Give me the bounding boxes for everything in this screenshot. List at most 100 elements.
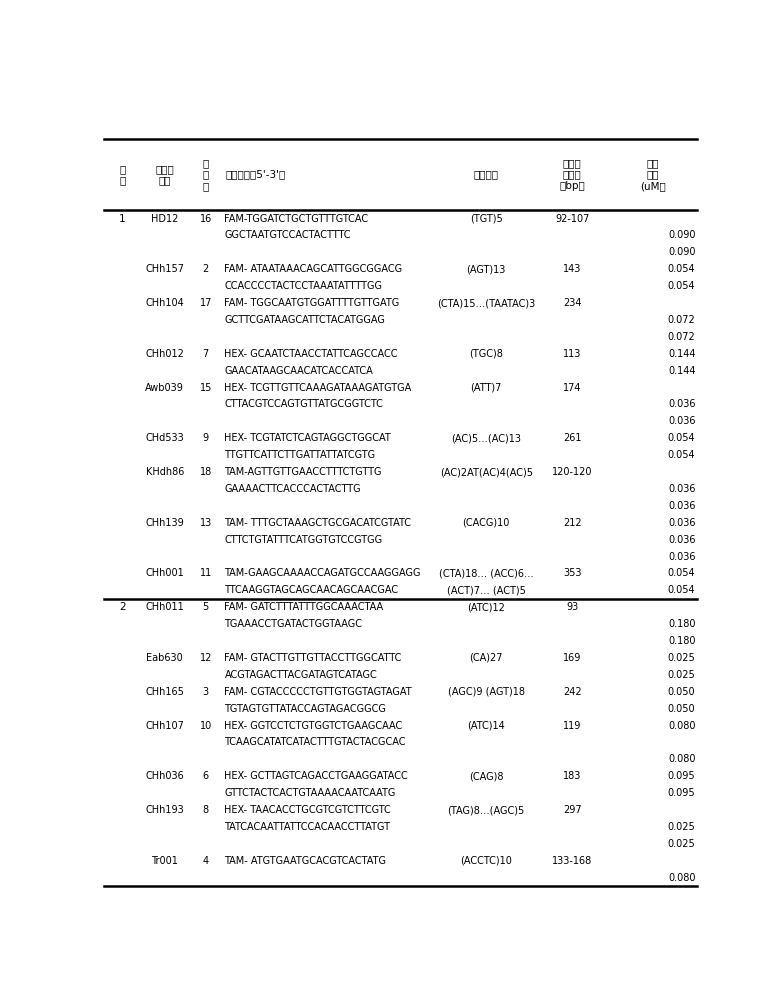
Text: FAM- TGGCAATGTGGATTTTGTTGATG: FAM- TGGCAATGTGGATTTTGTTGATG (225, 298, 400, 308)
Text: 119: 119 (563, 721, 582, 731)
Text: HEX- GCTTAGTCAGACCTGAAGGATACC: HEX- GCTTAGTCAGACCTGAAGGATACC (225, 771, 408, 781)
Text: GAACATAAGCAACATCACCATCA: GAACATAAGCAACATCACCATCA (225, 366, 373, 376)
Text: 133-168: 133-168 (552, 856, 593, 866)
Text: CTTACGTCCAGTGTTATGCGGTCTC: CTTACGTCCAGTGTTATGCGGTCTC (225, 399, 384, 409)
Text: 0.054: 0.054 (668, 585, 696, 595)
Text: (CACG)10: (CACG)10 (462, 518, 510, 528)
Text: ACGTAGACTTACGATAGTCATAGC: ACGTAGACTTACGATAGTCATAGC (225, 670, 377, 680)
Text: 0.036: 0.036 (668, 552, 696, 562)
Text: 0.095: 0.095 (668, 788, 696, 798)
Text: 0.080: 0.080 (668, 754, 696, 764)
Text: CHh001: CHh001 (145, 568, 184, 578)
Text: TAM- TTTGCTAAAGCTGCGACATCGTATC: TAM- TTTGCTAAAGCTGCGACATCGTATC (225, 518, 412, 528)
Text: Awb039: Awb039 (145, 383, 184, 393)
Text: 0.036: 0.036 (668, 399, 696, 409)
Text: 11: 11 (200, 568, 212, 578)
Text: 0.025: 0.025 (668, 653, 696, 663)
Text: 93: 93 (566, 602, 579, 612)
Text: Tr001: Tr001 (152, 856, 178, 866)
Text: KHdh86: KHdh86 (145, 467, 184, 477)
Text: 12: 12 (200, 653, 212, 663)
Text: 5: 5 (202, 602, 209, 612)
Text: 4: 4 (203, 856, 209, 866)
Text: CHh036: CHh036 (145, 771, 184, 781)
Text: TCAAGCATATCATACTTTGTACTACGCAC: TCAAGCATATCATACTTTGTACTACGCAC (225, 737, 406, 747)
Text: 0.054: 0.054 (668, 568, 696, 578)
Text: 242: 242 (563, 687, 582, 697)
Text: 微卫星
位点: 微卫星 位点 (156, 164, 174, 185)
Text: 核心序列: 核心序列 (474, 170, 499, 180)
Text: 0.054: 0.054 (668, 281, 696, 291)
Text: 234: 234 (563, 298, 582, 308)
Text: 0.090: 0.090 (668, 247, 696, 257)
Text: 0.036: 0.036 (668, 501, 696, 511)
Text: 3: 3 (203, 687, 209, 697)
Text: 6: 6 (203, 771, 209, 781)
Text: CCACCCCTACTCCTAAATATTTTGG: CCACCCCTACTCCTAAATATTTTGG (225, 281, 383, 291)
Text: FAM- ATAATAAACAGCATTGGCGGACG: FAM- ATAATAAACAGCATTGGCGGACG (225, 264, 402, 274)
Text: 0.090: 0.090 (668, 230, 696, 240)
Text: CHh139: CHh139 (145, 518, 184, 528)
Text: 0.180: 0.180 (668, 619, 696, 629)
Text: TAM-GAAGCAAAACCAGATGCCAAGGAGG: TAM-GAAGCAAAACCAGATGCCAAGGAGG (225, 568, 421, 578)
Text: TTGTTCATTCTTGATTATTATCGTG: TTGTTCATTCTTGATTATTATCGTG (225, 450, 376, 460)
Text: (ATC)14: (ATC)14 (468, 721, 505, 731)
Text: (ACCTC)10: (ACCTC)10 (461, 856, 512, 866)
Text: 连
锁
群: 连 锁 群 (202, 158, 209, 191)
Text: 18: 18 (200, 467, 212, 477)
Text: 引物序列（5'-3'）: 引物序列（5'-3'） (226, 170, 286, 180)
Text: TTCAAGGTAGCAGCAACAGCAACGAC: TTCAAGGTAGCAGCAACAGCAACGAC (225, 585, 398, 595)
Text: HEX- TCGTTGTTCAAAGATAAAGATGTGA: HEX- TCGTTGTTCAAAGATAAAGATGTGA (225, 383, 412, 393)
Text: 16: 16 (200, 214, 212, 224)
Text: HEX- TAACACCTGCGTCGTCTTCGTC: HEX- TAACACCTGCGTCGTCTTCGTC (225, 805, 391, 815)
Text: 8: 8 (203, 805, 209, 815)
Text: 9: 9 (203, 433, 209, 443)
Text: CTTCTGTATTTCATGGTGTCCGTGG: CTTCTGTATTTCATGGTGTCCGTGG (225, 535, 383, 545)
Text: (AC)2AT(AC)4(AC)5: (AC)2AT(AC)4(AC)5 (440, 467, 533, 477)
Text: 297: 297 (563, 805, 582, 815)
Text: HEX- GCAATCTAACCTATTCAGCCACC: HEX- GCAATCTAACCTATTCAGCCACC (225, 349, 398, 359)
Text: (CTA)15…(TAATAC)3: (CTA)15…(TAATAC)3 (437, 298, 535, 308)
Text: CHh011: CHh011 (145, 602, 184, 612)
Text: FAM- GATCTTTATTTGGCAAACTAA: FAM- GATCTTTATTTGGCAAACTAA (225, 602, 384, 612)
Text: CHh104: CHh104 (145, 298, 184, 308)
Text: 0.025: 0.025 (668, 822, 696, 832)
Text: CHh157: CHh157 (145, 264, 184, 274)
Text: (AGT)13: (AGT)13 (467, 264, 506, 274)
Text: 0.050: 0.050 (668, 704, 696, 714)
Text: HEX- GGTCCTCTGTGGTCTGAAGCAAC: HEX- GGTCCTCTGTGGTCTGAAGCAAC (225, 721, 403, 731)
Text: 10: 10 (200, 721, 212, 731)
Text: 183: 183 (563, 771, 582, 781)
Text: CHh107: CHh107 (145, 721, 184, 731)
Text: 引物
浓度
(uM）: 引物 浓度 (uM） (640, 158, 666, 191)
Text: 143: 143 (563, 264, 582, 274)
Text: HEX- TCGTATCTCAGTAGGCTGGCAT: HEX- TCGTATCTCAGTAGGCTGGCAT (225, 433, 391, 443)
Text: 113: 113 (563, 349, 582, 359)
Text: GAAAACTTCACCCACTACTTG: GAAAACTTCACCCACTACTTG (225, 484, 361, 494)
Text: HD12: HD12 (151, 214, 178, 224)
Text: (CA)27: (CA)27 (469, 653, 503, 663)
Text: TAM- ATGTGAATGCACGTCACTATG: TAM- ATGTGAATGCACGTCACTATG (225, 856, 387, 866)
Text: (TAG)8…(AGC)5: (TAG)8…(AGC)5 (447, 805, 525, 815)
Text: 2: 2 (119, 602, 126, 612)
Text: 0.050: 0.050 (668, 687, 696, 697)
Text: 0.080: 0.080 (668, 721, 696, 731)
Text: (AC)5…(AC)13: (AC)5…(AC)13 (451, 433, 521, 443)
Text: Eab630: Eab630 (146, 653, 183, 663)
Text: 92-107: 92-107 (555, 214, 590, 224)
Text: 0.036: 0.036 (668, 518, 696, 528)
Text: 0.036: 0.036 (668, 484, 696, 494)
Text: 0.144: 0.144 (668, 366, 696, 376)
Text: 0.095: 0.095 (668, 771, 696, 781)
Text: FAM- GTACTTGTTGTTACCTTGGCATTC: FAM- GTACTTGTTGTTACCTTGGCATTC (225, 653, 402, 663)
Text: TATCACAATTATTCCACAACCTTATGT: TATCACAATTATTCCACAACCTTATGT (225, 822, 391, 832)
Text: 353: 353 (563, 568, 582, 578)
Text: TAM-AGTTGTTGAACCTTTCTGTTG: TAM-AGTTGTTGAACCTTTCTGTTG (225, 467, 382, 477)
Text: FAM-TGGATCTGCTGTTTGTCAC: FAM-TGGATCTGCTGTTTGTCAC (225, 214, 369, 224)
Text: (AGC)9 (AGT)18: (AGC)9 (AGT)18 (447, 687, 524, 697)
Text: 1: 1 (119, 214, 126, 224)
Text: (CTA)18… (ACC)6…: (CTA)18… (ACC)6… (439, 568, 534, 578)
Text: 261: 261 (563, 433, 582, 443)
Text: CHd533: CHd533 (145, 433, 184, 443)
Text: (TGC)8: (TGC)8 (469, 349, 503, 359)
